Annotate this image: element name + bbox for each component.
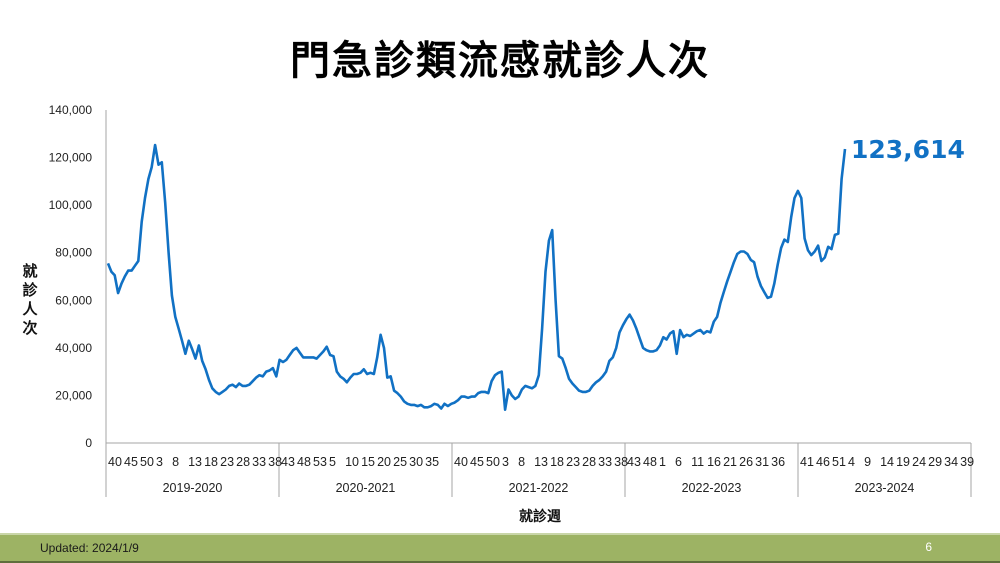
x-tick-label: 40 (454, 455, 468, 469)
x-tick-label: 10 (345, 455, 359, 469)
x-tick-label: 14 (880, 455, 894, 469)
y-axis: 0 20,000 40,000 60,000 80,000 100,000 120,000 1… (49, 103, 107, 450)
x-tick-label: 36 (771, 455, 785, 469)
season-group-label: 2023-2024 (855, 481, 915, 495)
x-tick-label: 30 (409, 455, 423, 469)
y-tick-label: 80,000 (55, 246, 92, 260)
x-tick-label: 31 (755, 455, 769, 469)
series-line (106, 143, 847, 412)
season-group-label: 2020-2021 (336, 481, 396, 495)
x-tick-label: 40 (108, 455, 122, 469)
x-tick-label: 38 (614, 455, 628, 469)
x-tick-label: 6 (675, 455, 682, 469)
y-tick-label: 60,000 (55, 293, 92, 307)
x-tick-label: 16 (707, 455, 721, 469)
x-tick-label: 3 (502, 455, 509, 469)
x-tick-label: 50 (140, 455, 154, 469)
x-tick-label: 50 (486, 455, 500, 469)
x-tick-label: 34 (944, 455, 958, 469)
x-tick-label: 33 (252, 455, 266, 469)
x-tick-label: 5 (329, 455, 336, 469)
season-group-label: 2021-2022 (509, 481, 569, 495)
x-tick-label: 13 (534, 455, 548, 469)
y-tick-label: 120,000 (49, 151, 93, 165)
season-group-label: 2019-2020 (163, 481, 223, 495)
x-tick-label: 45 (124, 455, 138, 469)
x-tick-label: 1 (659, 455, 666, 469)
x-tick-label: 51 (832, 455, 846, 469)
x-tick-label: 43 (281, 455, 295, 469)
latest-value-annotation: 123,614 (851, 135, 965, 164)
x-tick-label: 18 (550, 455, 564, 469)
x-tick-label: 41 (800, 455, 814, 469)
x-tick-label: 19 (896, 455, 910, 469)
x-tick-label: 28 (582, 455, 596, 469)
x-tick-label: 24 (912, 455, 926, 469)
x-tick-label: 29 (928, 455, 942, 469)
x-tick-label: 11 (691, 455, 704, 469)
x-tick-label: 48 (297, 455, 311, 469)
x-tick-label: 33 (598, 455, 612, 469)
x-tick-label: 15 (361, 455, 375, 469)
x-tick-label: 8 (172, 455, 179, 469)
x-tick-label: 53 (313, 455, 327, 469)
y-tick-label: 20,000 (55, 388, 92, 402)
slide-title: 門急診類流感就診人次 (290, 38, 710, 84)
x-tick-label: 20 (377, 455, 391, 469)
y-tick-label: 40,000 (55, 341, 92, 355)
x-tick-label: 9 (864, 455, 871, 469)
x-tick-label: 21 (723, 455, 737, 469)
x-tick-label: 48 (643, 455, 657, 469)
updated-date: Updated: 2024/1/9 (40, 541, 139, 555)
x-tick-label: 4 (848, 455, 855, 469)
x-tick-label: 3 (156, 455, 163, 469)
page-number: 6 (925, 540, 932, 554)
x-tick-label: 46 (816, 455, 830, 469)
x-tick-label: 39 (960, 455, 974, 469)
x-tick-label: 23 (566, 455, 580, 469)
x-tick-label: 8 (518, 455, 525, 469)
x-axis-label: 就診週 (519, 509, 561, 525)
y-tick-label: 140,000 (49, 103, 93, 117)
x-tick-label: 28 (236, 455, 250, 469)
footer-divider (0, 533, 1000, 535)
x-tick-label: 13 (188, 455, 202, 469)
x-tick-label: 18 (204, 455, 218, 469)
season-group-label: 2022-2023 (682, 481, 742, 495)
x-tick-label: 23 (220, 455, 234, 469)
x-tick-label: 25 (393, 455, 407, 469)
x-tick-label: 38 (268, 455, 282, 469)
y-tick-label: 100,000 (49, 198, 93, 212)
x-tick-label: 35 (425, 455, 439, 469)
footer-bar: Updated: 2024/1/9 6 (0, 535, 1000, 563)
x-tick-label: 26 (739, 455, 753, 469)
x-tick-label: 45 (470, 455, 484, 469)
y-tick-label: 0 (85, 436, 92, 450)
x-tick-label: 43 (627, 455, 641, 469)
y-axis-label: 就診人次 (22, 262, 38, 337)
